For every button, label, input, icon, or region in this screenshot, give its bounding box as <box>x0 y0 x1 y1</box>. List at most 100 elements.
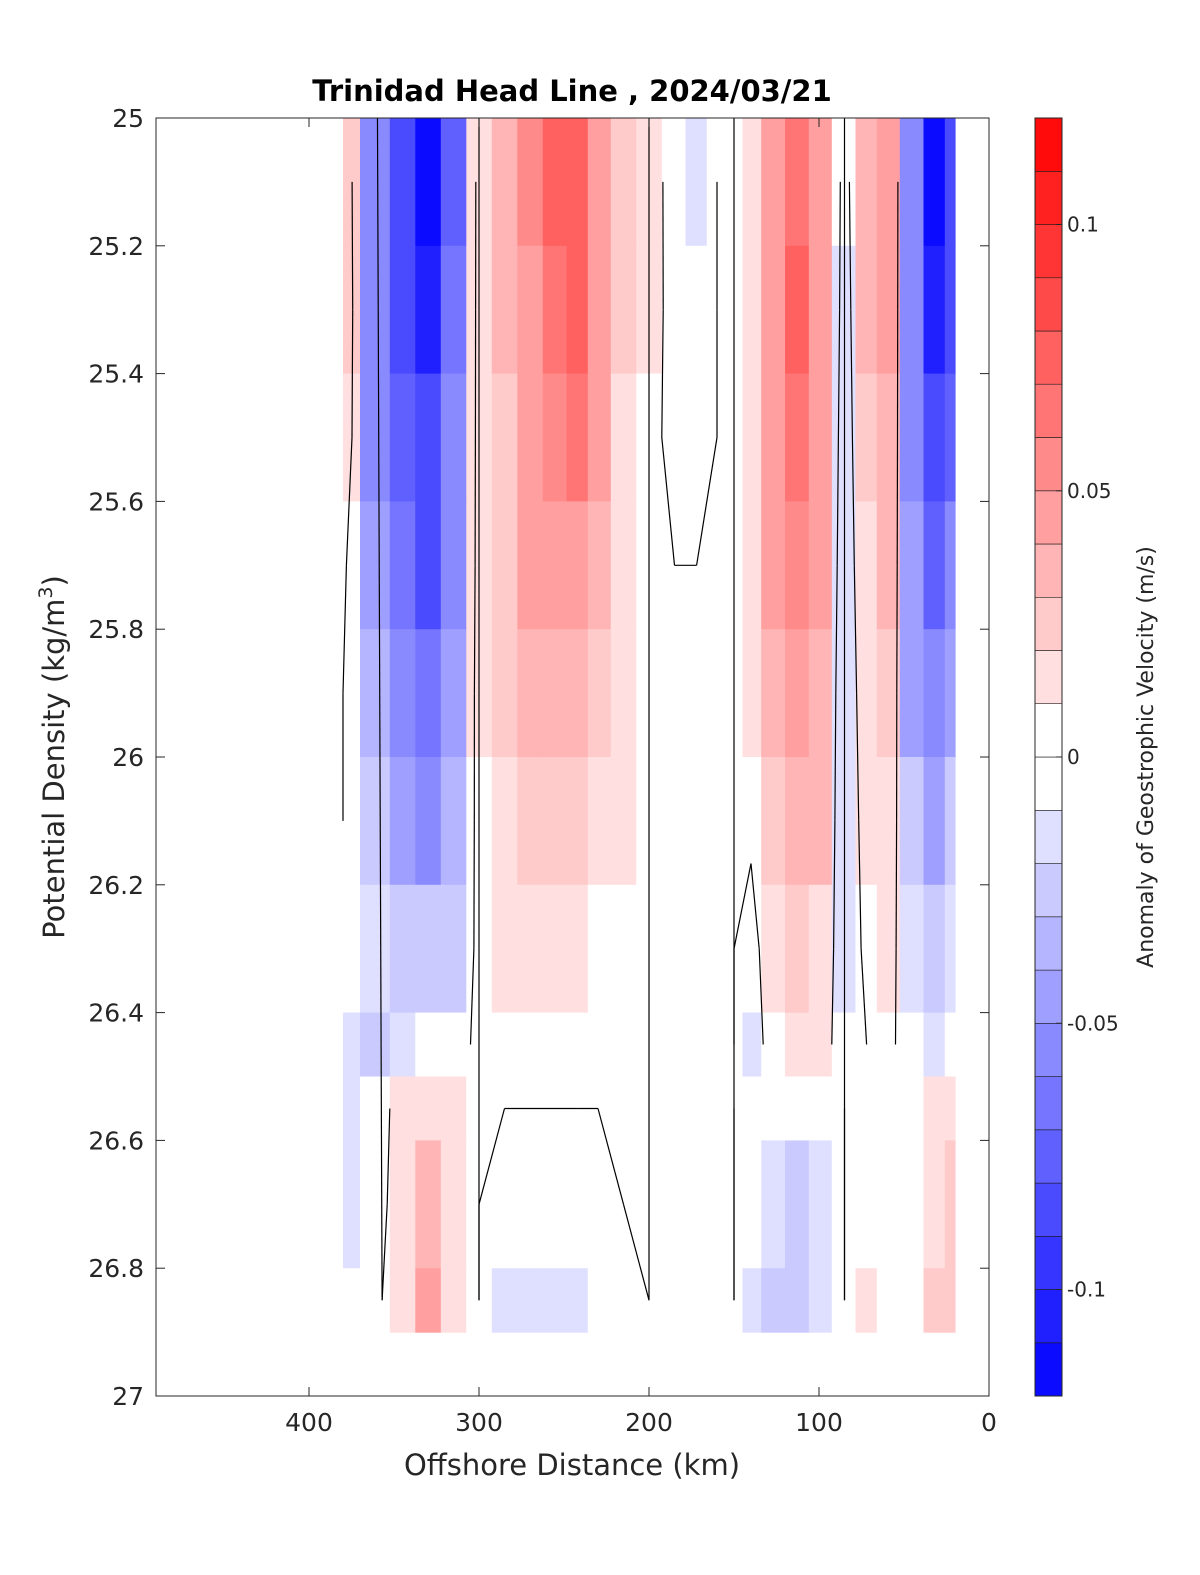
colorbar-band <box>1034 916 1063 971</box>
velocity-cell-upper <box>706 757 727 886</box>
velocity-cell-upper <box>808 629 833 758</box>
velocity-cell-upper <box>923 118 946 247</box>
velocity-fill-layer <box>343 118 956 1333</box>
velocity-cell-upper <box>415 629 442 758</box>
velocity-cell-lower <box>923 1140 946 1269</box>
velocity-cell-lower <box>808 1268 833 1333</box>
colorbar-band <box>1034 1236 1063 1290</box>
velocity-cell-lower <box>876 1268 901 1333</box>
velocity-cell-upper <box>685 884 708 1014</box>
zero-contour-segment <box>733 863 752 949</box>
velocity-cell-upper <box>785 629 810 758</box>
velocity-cell-upper <box>343 245 361 375</box>
zero-contour-segment <box>758 948 764 1045</box>
velocity-cell-upper <box>876 118 901 247</box>
y-tick-label: 26.8 <box>88 1254 144 1283</box>
y-tick-label: 25 <box>112 104 144 133</box>
velocity-cell-lower <box>855 1140 878 1269</box>
colorbar: 0.1 0.05 0 -0.05 -0.1 Anomaly of Geostrophic… <box>1034 117 1159 1397</box>
velocity-cell-upper <box>440 501 467 630</box>
velocity-cell-lower <box>542 1140 568 1269</box>
velocity-cell-upper <box>761 501 786 630</box>
velocity-cell-upper <box>389 757 416 886</box>
velocity-cell-upper <box>742 245 762 375</box>
x-tick-label: 400 <box>285 1408 333 1437</box>
velocity-cell-upper <box>876 757 901 886</box>
zero-contour-segment <box>833 820 836 949</box>
velocity-cell-lower <box>360 1140 391 1269</box>
velocity-cell-lower <box>742 1076 762 1141</box>
velocity-cell-lower <box>661 1140 687 1269</box>
velocity-cell-upper <box>491 373 518 502</box>
velocity-cell-upper <box>742 118 762 247</box>
velocity-cell-upper <box>566 373 589 502</box>
velocity-cell-upper <box>587 884 612 1014</box>
velocity-cell-upper <box>706 629 727 758</box>
y-axis-label-superscript: 3 <box>35 586 57 598</box>
velocity-cell-upper <box>587 118 612 247</box>
velocity-cell-upper <box>899 501 925 630</box>
zero-contour-segment <box>836 437 839 566</box>
velocity-cell-lower <box>491 1140 518 1269</box>
velocity-cell-upper <box>360 884 391 1014</box>
velocity-cell-lower <box>923 1076 946 1141</box>
velocity-cell-upper <box>587 373 612 502</box>
velocity-cell-upper <box>491 501 518 630</box>
zero-contour-segment <box>351 309 354 438</box>
colorbar-band <box>1034 1342 1063 1397</box>
velocity-cell-lower <box>899 1268 925 1333</box>
velocity-cell-upper <box>389 501 416 630</box>
velocity-cell-upper <box>542 245 568 375</box>
zero-contour-segment <box>661 309 664 438</box>
zero-contour-segment <box>895 820 898 949</box>
velocity-cell-upper <box>661 757 687 886</box>
velocity-cell-upper <box>685 245 708 375</box>
colorbar-band <box>1034 1182 1063 1237</box>
y-tick-label: 25.6 <box>88 487 144 516</box>
velocity-cell-upper <box>587 757 612 886</box>
velocity-cell-lower <box>566 1140 589 1269</box>
zero-velocity-contours <box>342 118 899 1301</box>
colorbar-band <box>1034 224 1063 279</box>
velocity-cell-upper <box>517 373 544 502</box>
velocity-cell-upper <box>360 373 391 502</box>
y-tick-label: 25.8 <box>88 615 144 644</box>
velocity-cell-upper <box>360 629 391 758</box>
zero-contour-segment <box>837 309 841 438</box>
velocity-cell-upper <box>389 629 416 758</box>
velocity-cell-lower <box>587 1140 612 1269</box>
velocity-cell-upper <box>899 1012 925 1078</box>
zero-contour-segment <box>622 1204 650 1301</box>
velocity-cell-upper <box>876 373 901 502</box>
velocity-cell-upper <box>661 1012 687 1078</box>
velocity-cell-upper <box>685 757 708 886</box>
velocity-cell-upper <box>785 757 810 886</box>
colorbar-tick-label: 0.1 <box>1067 213 1099 237</box>
velocity-cell-lower <box>440 1076 467 1141</box>
velocity-cell-upper <box>389 118 416 247</box>
velocity-cell-lower <box>440 1140 467 1269</box>
velocity-cell-upper <box>415 373 442 502</box>
velocity-cell-upper <box>587 629 612 758</box>
velocity-cell-upper <box>491 118 518 247</box>
velocity-cell-upper <box>742 884 762 1014</box>
velocity-cell-upper <box>706 501 727 630</box>
velocity-cell-upper <box>566 245 589 375</box>
x-tick-label: 100 <box>795 1408 843 1437</box>
zero-contour-segment <box>376 118 383 1301</box>
velocity-cell-upper <box>808 118 833 247</box>
velocity-cell-upper <box>415 757 442 886</box>
velocity-cell-upper <box>610 629 637 758</box>
colorbar-band <box>1034 1129 1063 1184</box>
velocity-cell-lower <box>566 1268 589 1333</box>
zero-contour-segment <box>342 565 347 694</box>
velocity-cell-upper <box>415 501 442 630</box>
velocity-cell-lower <box>587 1268 612 1333</box>
zero-contour-segment <box>848 181 852 310</box>
velocity-cell-lower <box>808 1140 833 1269</box>
velocity-cell-upper <box>855 373 878 502</box>
y-tick-label: 25.2 <box>88 232 144 261</box>
zero-contour-segment <box>856 693 860 821</box>
colorbar-tick-label: -0.05 <box>1067 1011 1119 1035</box>
velocity-cell-upper <box>876 245 901 375</box>
